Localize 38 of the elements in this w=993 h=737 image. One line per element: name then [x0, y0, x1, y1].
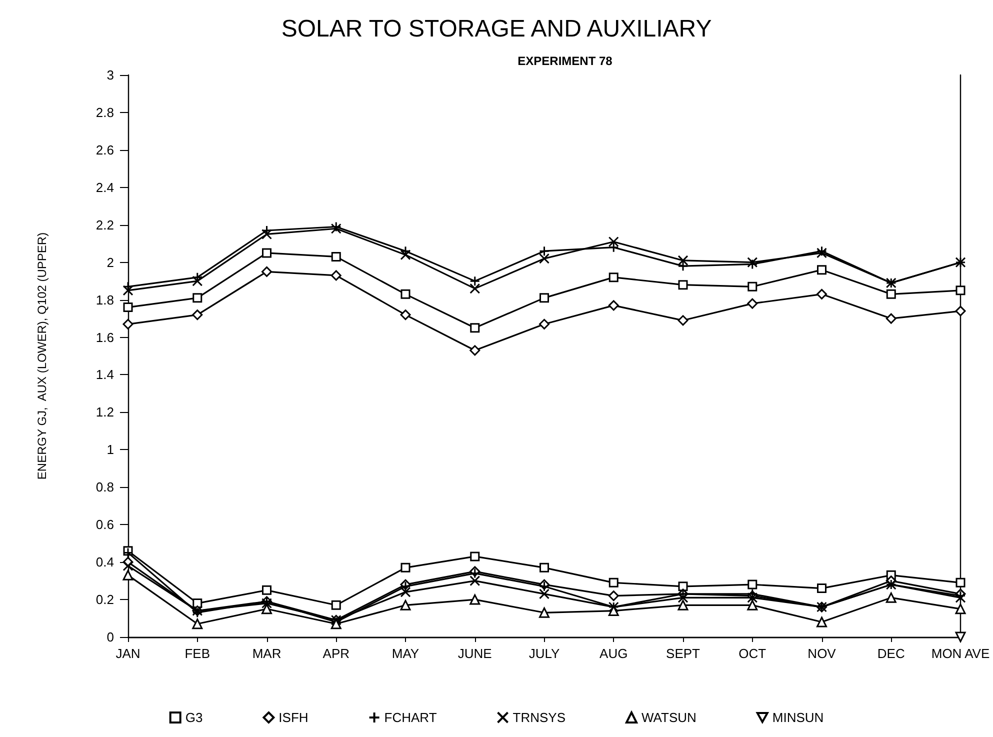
x-tick-label: JULY: [528, 646, 560, 661]
y-tick-label: 2.6: [96, 142, 114, 158]
y-tick-label: 0.6: [96, 517, 114, 532]
chart-title: SOLAR TO STORAGE AND AUXILIARY: [281, 16, 712, 42]
legend-label: G3: [185, 710, 203, 725]
y-tick-label: 2.4: [96, 180, 114, 195]
x-tick-label: MAY: [392, 646, 420, 661]
y-tick-label: 1.2: [96, 404, 114, 420]
y-tick-label: 3: [106, 68, 114, 82]
x-tick-label: MON AVE: [931, 646, 990, 661]
x-tick-label: NOV: [808, 646, 836, 661]
legend-label: MINSUN: [772, 710, 824, 725]
legend-label: WATSUN: [642, 710, 696, 725]
x-tick-label: JAN: [116, 646, 140, 661]
y-tick-label: 1.8: [96, 292, 114, 308]
y-axis-title: ENERGY GJ, AUX (LOWER), Q102 (UPPER): [35, 232, 49, 480]
y-tick-label: 0.2: [96, 592, 114, 608]
y-tick-label: 1.4: [96, 367, 114, 382]
legend-label: FCHART: [384, 710, 437, 725]
x-tick-label: JUNE: [458, 646, 492, 661]
y-tick-label: 2: [106, 254, 114, 270]
y-tick-label: 0: [106, 630, 114, 644]
legend-label: TRNSYS: [512, 710, 566, 725]
y-tick-label: 2.8: [96, 104, 114, 120]
x-tick-label: FEB: [184, 646, 210, 661]
y-tick-label: 2.2: [96, 217, 114, 232]
y-tick-label: 1.6: [96, 330, 114, 345]
y-tick-label: 1: [106, 442, 114, 458]
x-tick-label: MAR: [252, 646, 282, 661]
x-tick-label: SEPT: [666, 646, 700, 661]
x-tick-label: DEC: [877, 646, 905, 661]
x-tick-label: AUG: [600, 646, 628, 661]
x-tick-label: APR: [322, 646, 350, 661]
y-tick-label: 0.4: [96, 554, 114, 570]
y-tick-label: 0.8: [96, 480, 114, 495]
legend-label: ISFH: [278, 710, 308, 725]
x-tick-label: OCT: [738, 646, 766, 661]
chart-subtitle: EXPERIMENT 78: [518, 54, 613, 68]
